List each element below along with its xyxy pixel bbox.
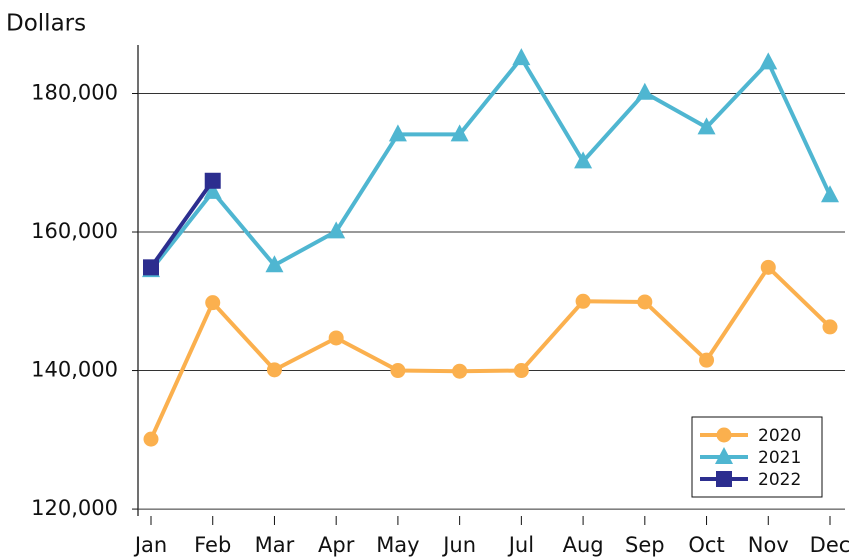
y-tick-label: 180,000 xyxy=(31,80,118,104)
x-tick-label: Jul xyxy=(507,533,534,557)
marker xyxy=(265,255,284,273)
marker xyxy=(143,259,159,276)
marker xyxy=(635,82,654,100)
series-line xyxy=(149,56,832,272)
marker xyxy=(760,259,776,275)
marker xyxy=(327,221,346,239)
marker xyxy=(716,471,732,487)
x-tick-label: Nov xyxy=(748,533,789,557)
marker xyxy=(205,295,221,311)
legend-label: 2022 xyxy=(758,470,801,490)
x-tick-label: Oct xyxy=(688,533,724,557)
marker xyxy=(822,319,838,335)
y-axis-label: Dollars xyxy=(6,11,86,37)
x-tick-label: Jun xyxy=(441,533,476,557)
marker xyxy=(452,363,468,379)
marker xyxy=(204,172,221,189)
marker xyxy=(575,293,591,309)
x-tick-label: Aug xyxy=(563,533,604,557)
marker xyxy=(390,363,406,379)
marker xyxy=(821,185,839,203)
marker xyxy=(759,52,778,70)
marker xyxy=(328,330,344,346)
x-tick-label: Dec xyxy=(810,533,851,557)
marker xyxy=(513,363,529,379)
marker xyxy=(266,362,282,378)
marker xyxy=(143,431,159,447)
x-tick-label: Jan xyxy=(133,533,167,557)
series-line xyxy=(149,265,832,440)
x-tick-label: Apr xyxy=(318,533,355,557)
marker xyxy=(574,151,593,169)
x-tick-label: May xyxy=(376,533,419,557)
marker xyxy=(699,352,715,368)
marker xyxy=(388,124,407,142)
x-tick-label: Feb xyxy=(194,533,231,557)
marker xyxy=(203,181,222,199)
y-tick-label: 120,000 xyxy=(31,496,118,520)
marker xyxy=(715,447,733,464)
marker xyxy=(450,124,469,142)
y-tick-label: 160,000 xyxy=(31,219,118,243)
marker xyxy=(716,427,732,443)
marker xyxy=(512,48,531,66)
x-tick-label: Sep xyxy=(625,533,665,557)
y-tick-label: 140,000 xyxy=(31,358,118,382)
legend-label: 2020 xyxy=(758,426,801,446)
series-line xyxy=(149,179,215,269)
x-tick-label: Mar xyxy=(255,533,295,557)
marker xyxy=(637,294,653,310)
marker xyxy=(697,117,716,135)
legend-label: 2021 xyxy=(758,448,801,468)
